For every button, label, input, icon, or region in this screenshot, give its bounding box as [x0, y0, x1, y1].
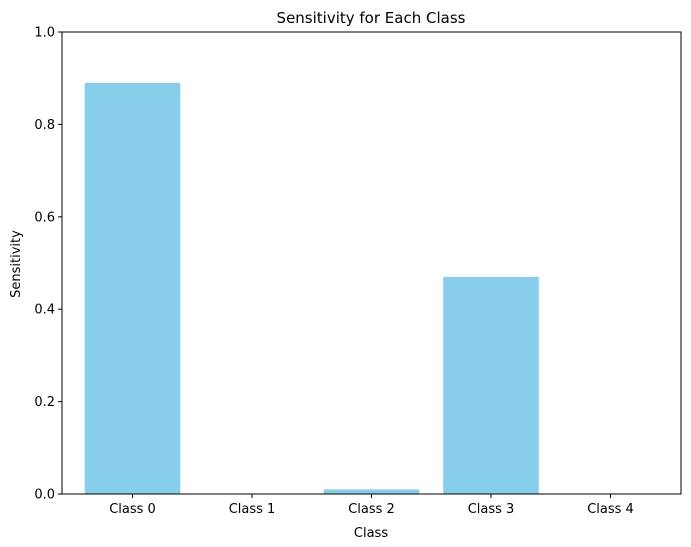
x-tick-label: Class 3	[468, 502, 515, 517]
x-tick-label: Class 1	[229, 502, 276, 517]
x-axis: Class 0 Class 1 Class 2 Class 3 Class 4	[109, 494, 634, 517]
y-tick-label: 0.4	[34, 303, 55, 318]
bar-class-2	[323, 489, 420, 494]
x-tick-label: Class 4	[587, 502, 634, 517]
x-tick-label: Class 2	[348, 502, 395, 517]
y-axis: 0.0 0.2 0.4 0.6 0.8 1.0	[34, 26, 62, 503]
y-tick-label: 0.2	[34, 395, 55, 410]
y-axis-label: Sensitivity	[9, 230, 24, 298]
x-tick-label: Class 0	[109, 502, 156, 517]
plot-frame	[61, 31, 682, 495]
y-tick-label: 0.8	[34, 118, 55, 133]
bars-group	[84, 82, 539, 494]
chart-title: Sensitivity for Each Class	[277, 9, 466, 27]
y-tick-label: 0.6	[34, 210, 55, 225]
y-tick-label: 0.0	[34, 488, 55, 503]
x-axis-label: Class	[354, 526, 388, 541]
y-tick-label: 1.0	[34, 26, 55, 41]
bar-class-0	[84, 82, 181, 494]
bar-class-3	[443, 276, 539, 494]
